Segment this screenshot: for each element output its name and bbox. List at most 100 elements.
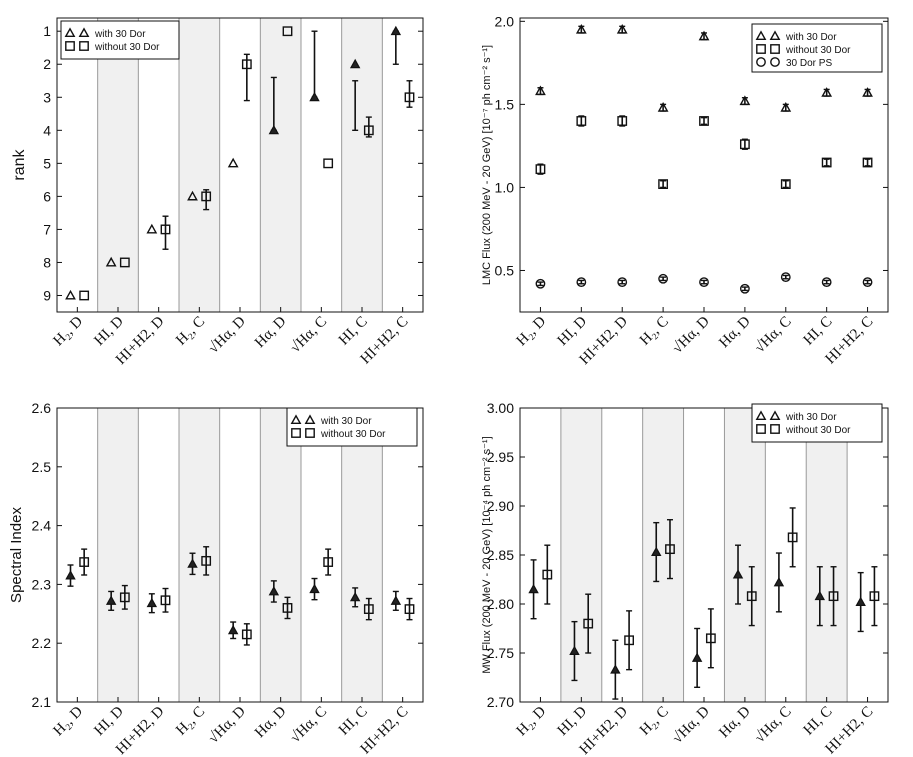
y-tick-label: 7: [43, 221, 51, 237]
y-tick-label: 1.0: [495, 179, 515, 195]
shaded-band: [97, 408, 139, 702]
legend: with 30 Dor without 30 Dor: [286, 407, 418, 447]
x-tick-label: Hα, D: [716, 703, 754, 741]
series-triangle: [535, 23, 873, 112]
data-point: [323, 158, 334, 169]
y-tick-label: 2.4: [32, 518, 52, 534]
data-point: [404, 604, 415, 614]
legend: with 30 Dor without 30 Dor: [60, 20, 180, 60]
legend-marker: [65, 41, 75, 51]
data-point: [821, 87, 833, 97]
data-point: [869, 591, 880, 602]
legend-marker: [769, 410, 781, 421]
shaded-band: [179, 18, 220, 312]
data-point: [160, 595, 171, 606]
legend-marker: [770, 44, 780, 54]
data-point: [780, 179, 791, 190]
shaded-band: [97, 18, 139, 312]
data-point: [698, 30, 710, 41]
legend: with 30 Dor without 30 Dor: [751, 403, 883, 443]
legend-box: [751, 23, 883, 73]
x-tick-label: Hα, D: [716, 313, 754, 351]
x-tick-label: HI, D: [91, 313, 127, 349]
data-point: [705, 633, 716, 644]
x-tick-label: √Hα, C: [287, 314, 330, 357]
shaded-band: [806, 408, 848, 702]
y-tick-label: 2.75: [487, 645, 514, 661]
y-axis-label: Spectral Index: [8, 507, 25, 603]
data-point: [780, 272, 791, 283]
legend-label: with 30 Dor: [785, 32, 837, 43]
x-tick-label: HI, D: [91, 703, 127, 739]
legend-marker: [756, 44, 766, 54]
data-point: [323, 557, 334, 567]
y-tick-label: 2: [43, 56, 51, 72]
data-point: [773, 577, 785, 587]
y-tick-label: 2.95: [487, 449, 514, 465]
data-point: [569, 645, 580, 656]
data-point: [821, 277, 832, 288]
data-point: [105, 256, 117, 267]
data-point: [79, 290, 90, 301]
data-point: [542, 569, 553, 580]
data-point: [739, 95, 751, 106]
legend-label: without 30 Dor: [94, 42, 160, 53]
data-point: [657, 102, 669, 112]
legend-box: [286, 407, 418, 447]
shaded-band: [341, 408, 383, 702]
data-point: [65, 570, 76, 580]
data-point: [201, 191, 212, 202]
shaded-band: [260, 408, 301, 702]
x-tick-label: H₂, C: [173, 704, 208, 739]
x-tick-label: Hα, D: [252, 703, 290, 741]
legend-marker: [291, 428, 301, 438]
data-point: [821, 157, 832, 168]
y-tick-label: 6: [43, 188, 51, 204]
legend-marker: [770, 424, 780, 434]
data-point: [535, 85, 546, 96]
legend-marker: [304, 414, 316, 425]
data-point: [575, 23, 587, 34]
shaded-band: [560, 408, 602, 702]
data-point: [828, 591, 839, 602]
x-tick-label: H₂, D: [514, 703, 550, 739]
data-point: [160, 224, 171, 235]
legend-marker: [769, 30, 781, 41]
data-point: [363, 125, 374, 136]
chart-lmc: 0.5 1.0 1.5 2.0 LMC Flux (200 MeV - 20 GeV) …: [481, 13, 889, 368]
y-tick-label: 0.5: [495, 262, 515, 278]
legend-label: without 30 Dor: [785, 45, 851, 56]
legend-marker: [78, 27, 90, 38]
data-point: [787, 532, 798, 543]
data-point: [363, 604, 374, 614]
y-tick-label: 2.80: [487, 596, 514, 612]
legend-label: without 30 Dor: [785, 425, 851, 436]
x-tick-label: HI, D: [555, 313, 591, 349]
data-point: [862, 157, 873, 168]
data-point: [624, 635, 634, 646]
data-point: [105, 595, 117, 605]
data-point: [241, 59, 252, 70]
series-square: [542, 507, 880, 671]
legend-box: [751, 403, 883, 443]
shaded-band: [260, 18, 301, 312]
data-point: [535, 164, 546, 175]
data-point: [814, 590, 826, 601]
data-point: [699, 277, 709, 288]
x-tick-label: HI, C: [336, 314, 371, 349]
data-point: [739, 139, 750, 150]
y-axis-label: rank: [11, 148, 28, 180]
x-tick-label: H₂, D: [514, 313, 550, 349]
data-point: [855, 596, 866, 607]
y-tick-label: 5: [43, 155, 51, 171]
x-tick-label: H₂, C: [637, 314, 672, 349]
legend-marker: [755, 30, 767, 41]
data-point: [390, 25, 402, 36]
shaded-band: [179, 408, 220, 702]
y-tick-label: 2.2: [32, 635, 52, 651]
data-point: [746, 591, 757, 602]
data-point: [617, 116, 628, 126]
data-point: [65, 289, 76, 300]
